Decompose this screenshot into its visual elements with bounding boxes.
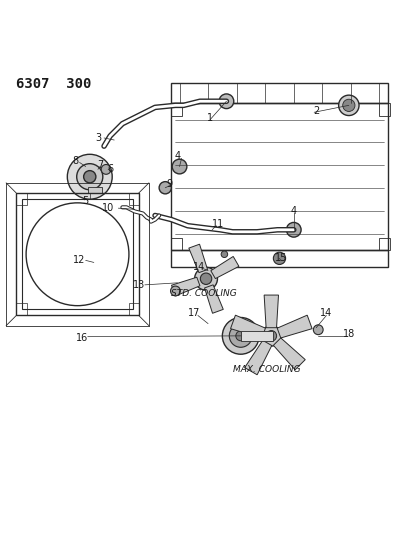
Polygon shape: [204, 285, 223, 313]
Circle shape: [159, 182, 171, 194]
Text: 6307  300: 6307 300: [16, 77, 92, 91]
Text: 13: 13: [133, 280, 145, 290]
Polygon shape: [264, 295, 279, 328]
Circle shape: [229, 325, 252, 348]
Text: 17: 17: [188, 309, 200, 318]
Polygon shape: [277, 315, 312, 338]
Polygon shape: [245, 340, 272, 375]
Text: STD. COOLING: STD. COOLING: [171, 288, 237, 297]
Text: 7: 7: [97, 159, 103, 169]
Text: 16: 16: [75, 333, 88, 343]
Text: MAX. COOLING: MAX. COOLING: [233, 365, 301, 374]
Bar: [379, 238, 390, 250]
Circle shape: [273, 252, 286, 264]
Bar: [16, 193, 27, 205]
Circle shape: [313, 325, 323, 335]
Text: 8: 8: [72, 156, 79, 166]
Text: 4: 4: [290, 206, 297, 216]
Text: 9: 9: [166, 179, 173, 189]
Circle shape: [222, 318, 259, 354]
Circle shape: [200, 273, 212, 285]
Circle shape: [171, 286, 180, 296]
Circle shape: [339, 95, 359, 116]
Text: 15: 15: [275, 253, 288, 263]
Circle shape: [261, 326, 282, 346]
Polygon shape: [211, 256, 239, 279]
Polygon shape: [189, 244, 208, 273]
Circle shape: [195, 268, 217, 290]
Circle shape: [221, 251, 228, 257]
Text: 4: 4: [174, 151, 181, 161]
Circle shape: [77, 164, 103, 190]
Bar: [129, 303, 139, 316]
Text: 14: 14: [193, 262, 205, 271]
Bar: [22, 199, 133, 309]
Bar: [16, 193, 139, 316]
Polygon shape: [231, 315, 266, 338]
Text: 12: 12: [73, 255, 86, 265]
Bar: [379, 103, 390, 116]
Circle shape: [172, 159, 187, 174]
Bar: [88, 187, 102, 193]
Circle shape: [101, 165, 111, 174]
Bar: [129, 193, 139, 205]
Bar: [16, 303, 27, 316]
Polygon shape: [273, 338, 305, 370]
Text: 18: 18: [343, 329, 355, 339]
Bar: [171, 83, 388, 103]
Circle shape: [219, 94, 234, 109]
Bar: [171, 103, 388, 250]
Circle shape: [236, 331, 246, 341]
Text: 11: 11: [212, 219, 224, 229]
Circle shape: [266, 330, 277, 341]
Text: 2: 2: [313, 107, 319, 116]
Text: 5: 5: [82, 196, 89, 206]
Circle shape: [84, 171, 96, 183]
Text: 1: 1: [207, 112, 213, 123]
Bar: [241, 331, 273, 341]
Circle shape: [286, 222, 301, 237]
Text: 10: 10: [102, 203, 114, 213]
Text: 14: 14: [320, 309, 333, 318]
Text: 6: 6: [107, 164, 113, 174]
Polygon shape: [171, 277, 200, 296]
Bar: [171, 238, 182, 250]
Circle shape: [67, 154, 112, 199]
Circle shape: [343, 99, 355, 111]
Text: 3: 3: [95, 133, 101, 143]
Bar: [171, 250, 388, 266]
Bar: [171, 103, 182, 116]
